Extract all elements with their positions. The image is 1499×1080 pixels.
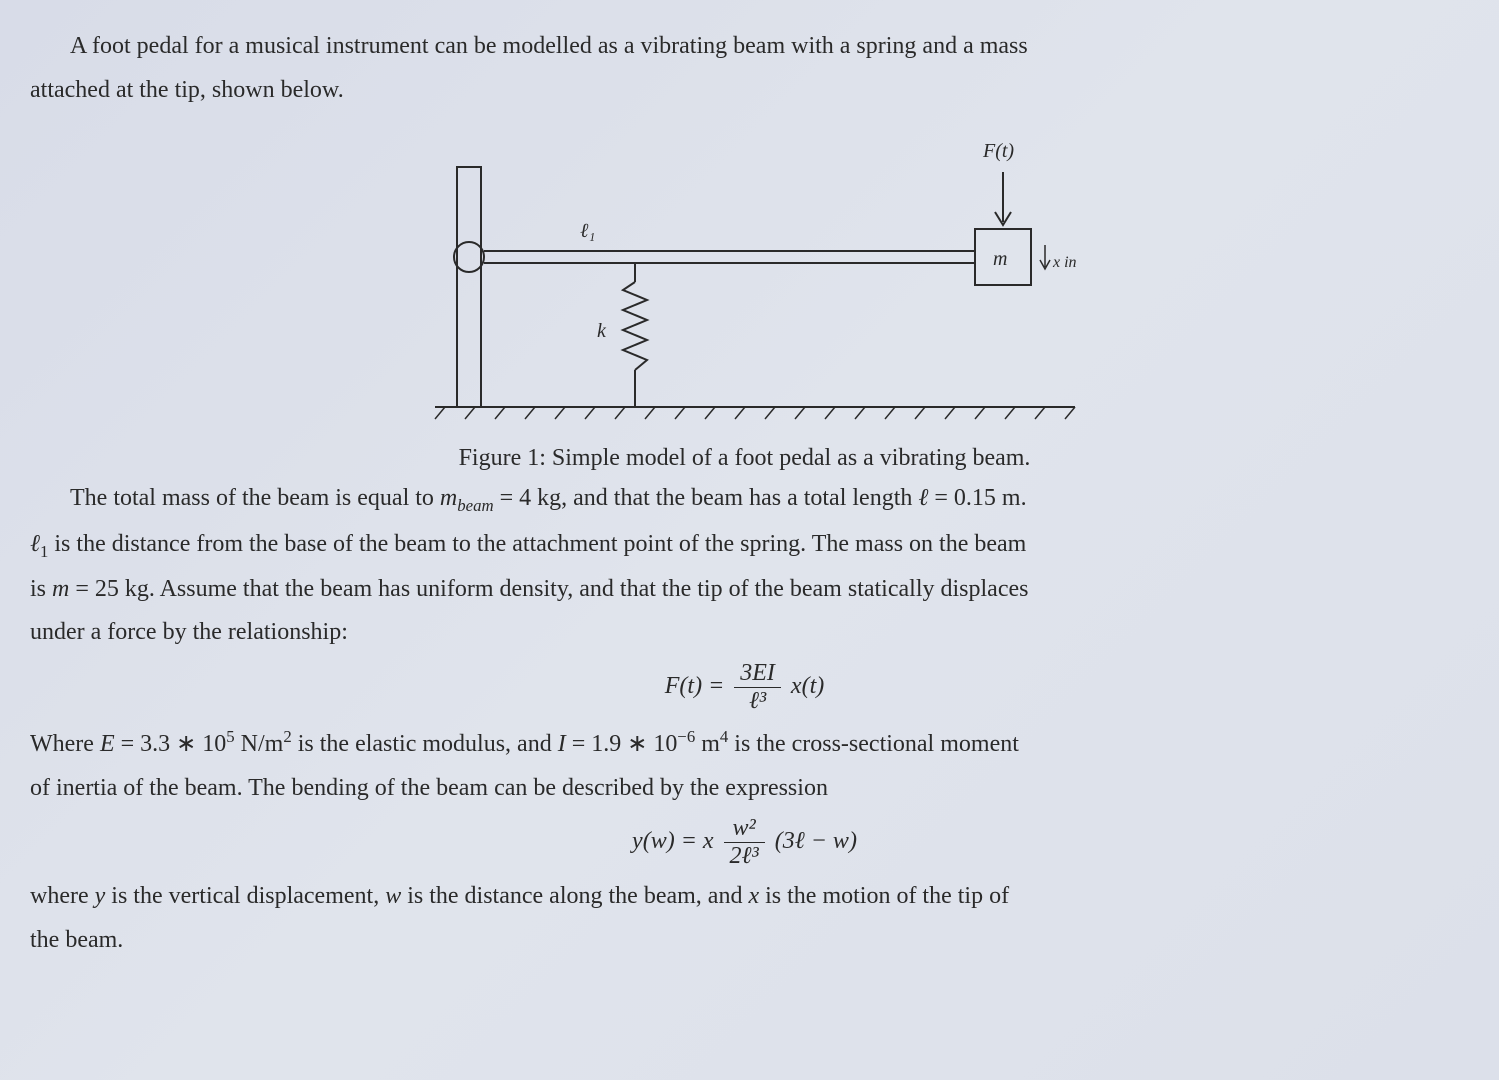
p5-g: is the cross-sectional moment — [728, 731, 1019, 757]
p1-mbeam: m — [440, 485, 457, 511]
body-p2: ℓ1 is the distance from the base of the … — [30, 528, 1459, 563]
l1-label: ℓ₁ — [580, 220, 595, 242]
p8: the beam. — [30, 927, 123, 953]
p1-mbeam-sub: beam — [457, 496, 493, 515]
intro-line2-wrap: attached at the tip, shown below. — [30, 74, 1459, 108]
p7-c: is the distance along the beam, and — [401, 883, 748, 909]
ft-label: F(t) — [982, 140, 1014, 162]
body-p8: the beam. — [30, 924, 1459, 958]
p7-y: y — [95, 883, 106, 909]
body-p4: under a force by the relationship: — [30, 616, 1459, 650]
p3-b: = 25 kg. Assume that the beam has unifor… — [69, 576, 1028, 602]
p5-E: E — [100, 731, 115, 757]
pivot-post — [457, 167, 481, 407]
k-label: k — [597, 320, 607, 342]
p7-w: w — [385, 883, 401, 909]
p6: of inertia of the beam. The bending of t… — [30, 775, 828, 801]
eq2-den: 2ℓ³ — [724, 843, 765, 870]
body-p6: of inertia of the beam. The bending of t… — [30, 772, 1459, 806]
eq2-rhs: (3ℓ − w) — [775, 828, 857, 854]
xin-label: x in — [1052, 254, 1077, 271]
p7-d: is the motion of the tip of — [759, 883, 1009, 909]
eq2-num: w² — [724, 815, 765, 843]
xin-arrow-icon — [1040, 245, 1050, 269]
eq1-den: ℓ³ — [734, 688, 781, 715]
eq2-fraction: w² 2ℓ³ — [724, 815, 765, 870]
eq1-lhs: F(t) = — [665, 673, 731, 699]
p5-I: I — [558, 731, 566, 757]
figure-svg: ℓ₁ k m F(t) x in — [375, 127, 1115, 427]
ground-hatch — [435, 407, 1075, 419]
p2-a: ℓ — [30, 531, 40, 557]
body-p7: where y is the vertical displacement, w … — [30, 880, 1459, 914]
figure-container: ℓ₁ k m F(t) x in Figur — [30, 127, 1459, 472]
eq1-num: 3EI — [734, 660, 781, 688]
body-p1: The total mass of the beam is equal to m… — [30, 482, 1459, 517]
p3: is — [30, 576, 52, 602]
force-arrow-icon — [995, 172, 1011, 225]
body-p5: Where E = 3.3 ∗ 105 N/m2 is the elastic … — [30, 725, 1459, 762]
eq1-fraction: 3EI ℓ³ — [734, 660, 781, 715]
eq2-lhs: y(w) = x — [632, 828, 714, 854]
p2-b: is the distance from the base of the bea… — [48, 531, 1026, 557]
p5-c-exp: 2 — [283, 727, 291, 746]
page-root: A foot pedal for a musical instrument ca… — [0, 0, 1499, 997]
p1-a: The total mass of the beam is equal to — [70, 485, 440, 511]
p7-b: is the vertical displacement, — [105, 883, 385, 909]
equation-2: y(w) = x w² 2ℓ³ (3ℓ − w) — [30, 815, 1459, 870]
p5-a: Where — [30, 731, 100, 757]
p5-f: m — [695, 731, 720, 757]
intro-line1: A foot pedal for a musical instrument ca… — [70, 33, 1028, 59]
p5-d: is the elastic modulus, and — [292, 731, 558, 757]
intro-paragraph: A foot pedal for a musical instrument ca… — [30, 30, 1459, 64]
p5-c: N/m — [235, 731, 284, 757]
equation-1: F(t) = 3EI ℓ³ x(t) — [30, 660, 1459, 715]
p1-l: ℓ — [918, 485, 928, 511]
p4: under a force by the relationship: — [30, 619, 348, 645]
eq1-rhs: x(t) — [791, 673, 824, 699]
intro-line2: attached at the tip, shown below. — [30, 77, 344, 103]
figure-caption: Figure 1: Simple model of a foot pedal a… — [459, 445, 1031, 472]
p5-e-exp: −6 — [677, 727, 695, 746]
p5-b: = 3.3 ∗ 10 — [115, 731, 227, 757]
spring-icon — [623, 263, 647, 407]
p7-x: x — [748, 883, 759, 909]
m-label: m — [993, 248, 1007, 270]
p5-b-exp: 5 — [226, 727, 234, 746]
p7-a: where — [30, 883, 95, 909]
p3-m: m — [52, 576, 69, 602]
p5-e: = 1.9 ∗ 10 — [566, 731, 678, 757]
pivot-circle-icon — [454, 242, 484, 272]
body-p3: is m = 25 kg. Assume that the beam has u… — [30, 573, 1459, 607]
p1-c: = 0.15 m. — [928, 485, 1026, 511]
p1-b: = 4 kg, and that the beam has a total le… — [494, 485, 919, 511]
